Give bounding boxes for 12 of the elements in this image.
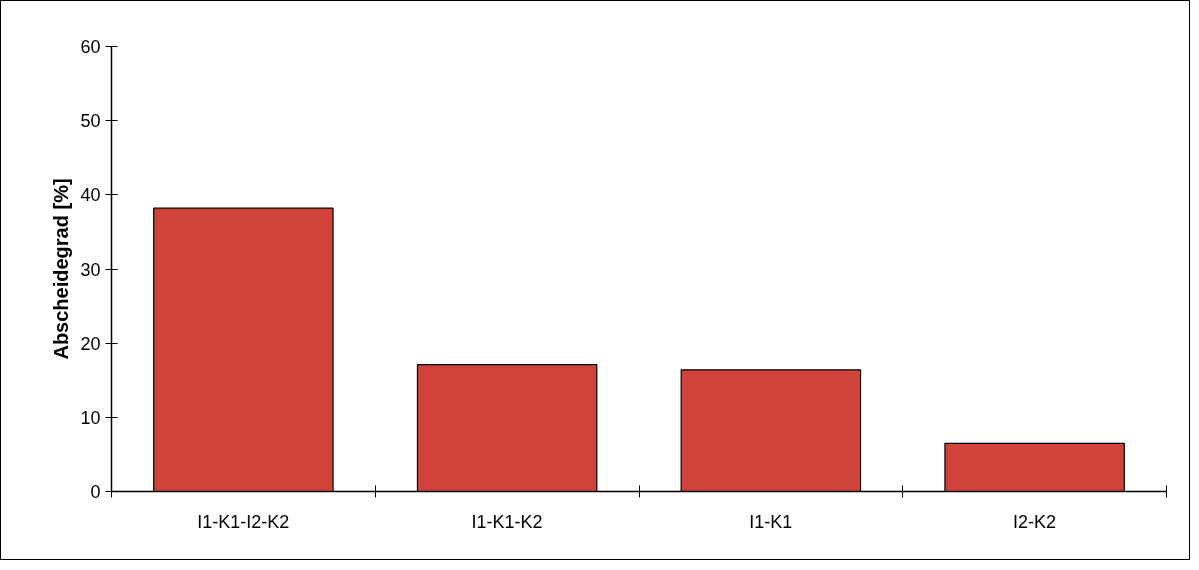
y-tick-label: 60 (80, 37, 101, 57)
x-tick-label: I1-K1 (749, 511, 793, 532)
y-axis-title: Abscheidegrad [%] (50, 178, 73, 360)
x-tick-label: I1-K1-K2 (471, 511, 543, 532)
y-tick-label: 0 (90, 482, 101, 502)
y-tick-label: 10 (80, 407, 101, 428)
x-tick-label: I1-K1-I2-K2 (197, 511, 290, 532)
x-tick-label: I2-K2 (1013, 511, 1057, 532)
y-tick-label: 40 (80, 185, 101, 206)
y-tick-label: 50 (80, 111, 101, 132)
y-tick-label: 20 (80, 333, 101, 354)
y-tick-label: 30 (80, 259, 101, 280)
